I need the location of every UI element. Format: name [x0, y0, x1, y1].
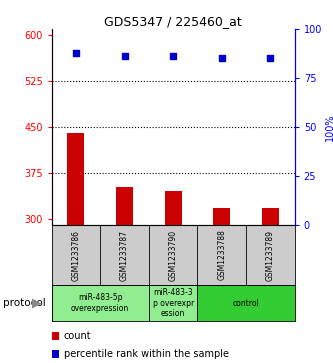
Point — [268, 56, 273, 61]
Point — [170, 54, 176, 60]
Text: ▶: ▶ — [32, 297, 41, 310]
Text: protocol: protocol — [3, 298, 46, 308]
Point — [122, 54, 127, 60]
Bar — [52, 285, 149, 321]
Point — [73, 50, 79, 56]
Bar — [213, 208, 230, 225]
Text: miR-483-5p
overexpression: miR-483-5p overexpression — [71, 293, 129, 313]
Text: GSM1233790: GSM1233790 — [168, 229, 178, 281]
Text: GSM1233787: GSM1233787 — [120, 229, 129, 281]
Text: GSM1233788: GSM1233788 — [217, 229, 226, 281]
Text: count: count — [64, 331, 92, 341]
Bar — [116, 187, 133, 225]
Bar — [262, 208, 279, 225]
Y-axis label: 100%: 100% — [325, 113, 333, 141]
Bar — [197, 285, 295, 321]
Text: GSM1233786: GSM1233786 — [71, 229, 81, 281]
Point — [219, 56, 224, 61]
Text: GSM1233789: GSM1233789 — [266, 229, 275, 281]
Title: GDS5347 / 225460_at: GDS5347 / 225460_at — [104, 15, 242, 28]
Text: miR-483-3
p overexpr
ession: miR-483-3 p overexpr ession — [153, 288, 194, 318]
Bar — [149, 285, 197, 321]
Text: percentile rank within the sample: percentile rank within the sample — [64, 349, 229, 359]
Bar — [165, 191, 182, 225]
Text: control: control — [233, 299, 259, 307]
Bar — [67, 133, 85, 225]
